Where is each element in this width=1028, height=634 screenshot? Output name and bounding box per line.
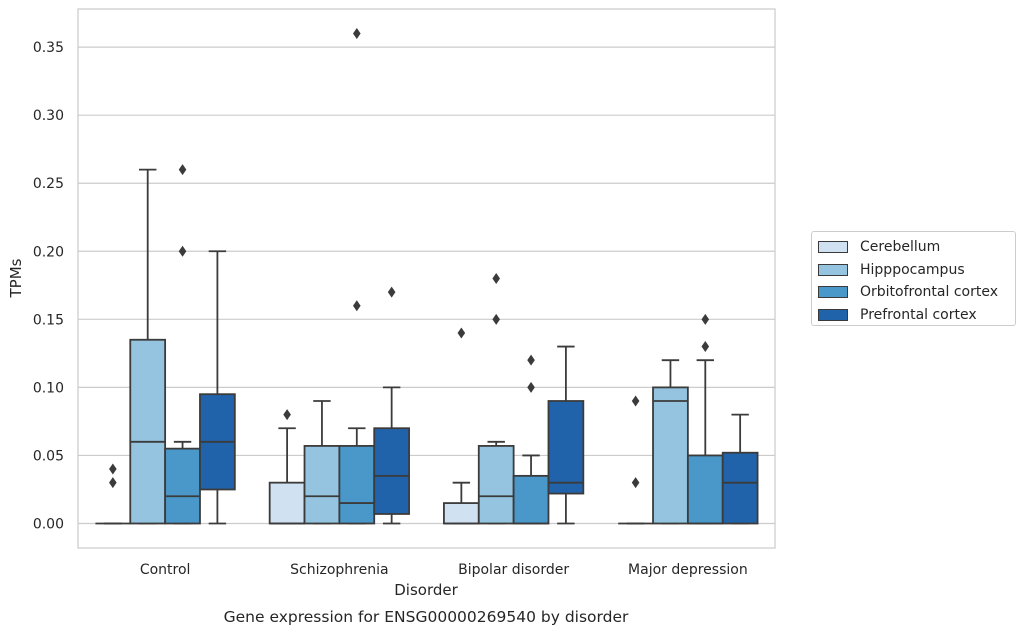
x-tick-label: Major depression xyxy=(628,562,748,578)
box-group xyxy=(164,164,201,525)
box-group xyxy=(686,313,724,525)
outlier-point xyxy=(178,245,187,257)
y-tick-label: 0.25 xyxy=(33,176,64,192)
outlier-point xyxy=(527,354,535,366)
legend-label-prefrontal-cortex: Prefrontal cortex xyxy=(860,306,977,323)
outlier-point xyxy=(492,313,500,325)
box-group xyxy=(477,273,515,525)
legend-item-orbitofrontal-cortex: Orbitofrontal cortex xyxy=(818,281,1015,304)
box-iqr xyxy=(721,451,759,525)
box-group xyxy=(512,354,550,525)
x-tick-labels: Control Schizophrenia Bipolar disorder Majo… xyxy=(140,562,748,578)
box-iqr xyxy=(129,338,167,525)
y-tick-labels: 0.00 0.05 0.10 0.15 0.20 0.25 0.30 0.35 xyxy=(33,40,64,532)
y-tick-label: 0.20 xyxy=(33,244,64,260)
box-group xyxy=(652,359,689,525)
plot-area-frame xyxy=(77,8,776,549)
x-tick-label: Bipolar disorder xyxy=(458,562,569,578)
outlier-point xyxy=(387,286,396,298)
outlier-point xyxy=(527,381,535,393)
box-group xyxy=(268,409,306,525)
box-group xyxy=(129,168,167,525)
outlier-point xyxy=(353,28,361,39)
box-iqr xyxy=(443,502,480,525)
outlier-point xyxy=(631,395,640,407)
x-tick-label: Schizophrenia xyxy=(290,562,388,578)
box-group xyxy=(721,413,759,525)
legend-swatch-hippocampus xyxy=(818,263,848,276)
outlier-point xyxy=(631,477,640,489)
box-group xyxy=(618,395,654,525)
box-group xyxy=(547,345,585,525)
box-group xyxy=(338,28,376,525)
outlier-point xyxy=(701,313,710,325)
box-iqr xyxy=(512,474,550,525)
outlier-point xyxy=(457,327,466,339)
box-group xyxy=(443,327,480,525)
outlier-point xyxy=(492,273,500,284)
box-iqr xyxy=(652,386,689,525)
box-group xyxy=(199,250,236,525)
y-tick-label: 0.10 xyxy=(33,380,64,396)
boxes xyxy=(95,28,759,525)
legend-swatch-cerebellum xyxy=(818,241,848,254)
legend-label-hippocampus: Hipppocampus xyxy=(860,261,965,278)
box-iqr xyxy=(477,445,515,525)
chart-title: Gene expression for ENSG00000269540 by d… xyxy=(224,608,629,626)
box-iqr xyxy=(373,427,410,515)
box-group xyxy=(95,463,131,525)
legend: Cerebellum Hipppocampus Orbitofrontal co… xyxy=(811,231,1016,326)
legend-item-cerebellum: Cerebellum xyxy=(818,236,1015,259)
legend-swatch-orbitofrontal-cortex xyxy=(818,286,848,299)
y-tick-label: 0.35 xyxy=(33,40,64,56)
outlier-point xyxy=(353,300,361,312)
y-tick-label: 0.15 xyxy=(33,312,64,328)
y-tick-label: 0.00 xyxy=(33,517,64,533)
y-tick-label: 0.30 xyxy=(33,108,64,124)
legend-item-hippocampus: Hipppocampus xyxy=(818,259,1015,282)
legend-label-orbitofrontal-cortex: Orbitofrontal cortex xyxy=(860,284,998,301)
legend-item-prefrontal-cortex: Prefrontal cortex xyxy=(818,304,1015,327)
box-iqr xyxy=(164,447,201,525)
outlier-point xyxy=(178,164,187,176)
box-group xyxy=(373,286,410,525)
y-tick-label: 0.05 xyxy=(33,448,64,464)
box-iqr xyxy=(268,481,306,525)
outlier-point xyxy=(701,341,710,353)
legend-swatch-prefrontal-cortex xyxy=(818,308,848,321)
box-iqr xyxy=(338,445,376,525)
box-iqr xyxy=(547,400,585,495)
box-iqr xyxy=(303,445,341,525)
outlier-point xyxy=(109,477,117,489)
x-axis-label: Disorder xyxy=(394,581,458,599)
outlier-point xyxy=(283,409,291,421)
x-tick-label: Control xyxy=(140,562,191,578)
box-iqr xyxy=(686,454,724,525)
legend-label-cerebellum: Cerebellum xyxy=(860,239,941,256)
y-axis-label: TPMs xyxy=(7,258,25,298)
box-group xyxy=(303,400,341,525)
outlier-point xyxy=(109,463,117,475)
